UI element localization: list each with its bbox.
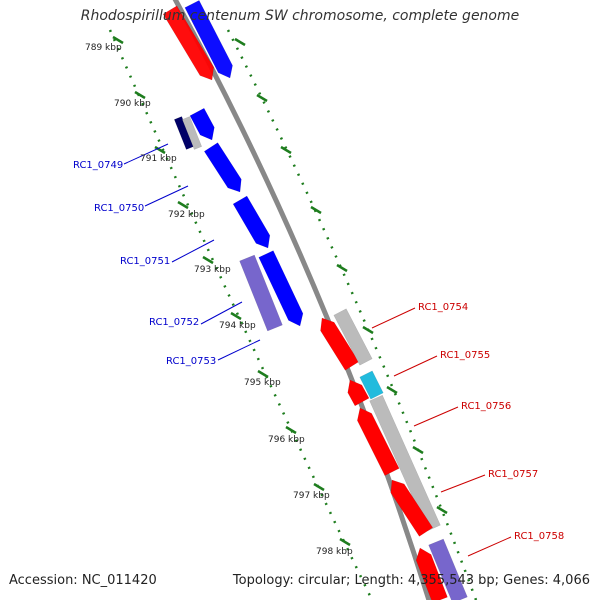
scale-major-tick	[257, 369, 269, 379]
gene-feature	[428, 538, 468, 604]
gene-feature	[320, 317, 360, 371]
scale-major-tick	[134, 90, 146, 100]
gene-label-reverse: RC1_0758	[514, 531, 564, 542]
scale-major-tick	[412, 445, 424, 455]
scale-major-tick	[202, 255, 214, 265]
gene-feature	[239, 254, 283, 332]
scale-label: 792 kbp	[168, 210, 205, 220]
scale-major-tick	[336, 263, 348, 273]
map-title: Rhodospirillum centenum SW chromosome, c…	[80, 8, 520, 24]
scale-major-tick	[362, 325, 374, 335]
gene-label-reverse: RC1_0755	[440, 350, 490, 361]
gene-leader-line	[200, 301, 243, 325]
scale-major-tick	[112, 35, 124, 45]
scale-label: 794 kbp	[219, 321, 256, 331]
gene-leader-line	[371, 307, 416, 329]
gene-feature	[184, 0, 233, 79]
gene-leader-line	[144, 185, 189, 207]
gene-label-forward: RC1_0750	[94, 203, 144, 214]
gene-label-forward: RC1_0749	[73, 160, 123, 171]
scale-major-tick	[386, 385, 398, 395]
genome-stats-text: Topology: circular; Length: 4,355,543 bp…	[232, 573, 590, 588]
gene-leader-line	[171, 239, 215, 263]
scale-label: 793 kbp	[194, 265, 231, 275]
gene-feature	[203, 142, 242, 193]
scale-label: 797 kbp	[293, 491, 330, 501]
gene-label-forward: RC1_0753	[166, 356, 216, 367]
gene-feature	[347, 379, 370, 407]
gene-label-reverse: RC1_0757	[488, 469, 538, 480]
scale-major-tick	[230, 311, 242, 321]
gene-feature	[232, 195, 271, 249]
scale-major-tick	[234, 37, 246, 47]
scale-label: 798 kbp	[316, 547, 353, 557]
gene-features	[162, 0, 468, 604]
gene-label-reverse: RC1_0756	[461, 401, 511, 412]
gene-feature	[333, 308, 373, 366]
scale-label: 789 kbp	[85, 43, 122, 53]
label-leaders	[123, 143, 512, 557]
scale-major-tick	[310, 205, 322, 215]
scale-major-tick	[339, 537, 351, 547]
scale-major-tick	[256, 93, 268, 103]
gene-label-forward: RC1_0751	[120, 256, 170, 267]
gene-leader-line	[217, 339, 261, 361]
gene-leader-line	[123, 143, 169, 165]
gene-leader-line	[467, 536, 512, 557]
scale-label: 790 kbp	[114, 99, 151, 109]
gene-leader-line	[440, 474, 486, 493]
gene-feature	[369, 394, 441, 532]
gene-feature	[258, 250, 304, 327]
accession-text: Accession: NC_011420	[9, 573, 157, 588]
scale-major-tick	[285, 425, 297, 435]
gene-feature	[189, 107, 215, 141]
gene-feature	[162, 5, 214, 81]
scale-major-tick	[313, 482, 325, 492]
scale-ticks	[108, 29, 478, 601]
chromosome-backbone	[172, 0, 433, 604]
gene-feature	[357, 407, 400, 476]
scale-major-tick	[154, 145, 166, 155]
scale-label: 796 kbp	[268, 435, 305, 445]
scale-major-tick	[436, 505, 448, 515]
gene-leader-line	[393, 355, 438, 377]
scale-dotted-line-left	[108, 29, 374, 601]
gene-feature	[181, 116, 203, 150]
scale-major-tick	[280, 145, 292, 155]
map-labels: 789 kbp 790 kbp 791 kbp 792 kbp 793 kbp 794 k…	[73, 43, 564, 557]
scale-label: 795 kbp	[244, 378, 281, 388]
scale-label: 791 kbp	[140, 154, 177, 164]
gene-feature	[359, 370, 384, 400]
gene-label-reverse: RC1_0754	[418, 302, 468, 313]
scale-major-tick	[177, 200, 189, 210]
gene-leader-line	[413, 406, 459, 427]
gene-feature	[390, 479, 434, 537]
chromosome-backbone-arc	[172, 0, 433, 604]
gene-label-forward: RC1_0752	[149, 317, 199, 328]
